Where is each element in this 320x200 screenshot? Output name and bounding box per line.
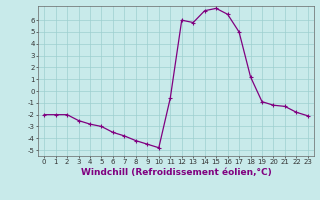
X-axis label: Windchill (Refroidissement éolien,°C): Windchill (Refroidissement éolien,°C) [81, 168, 271, 177]
